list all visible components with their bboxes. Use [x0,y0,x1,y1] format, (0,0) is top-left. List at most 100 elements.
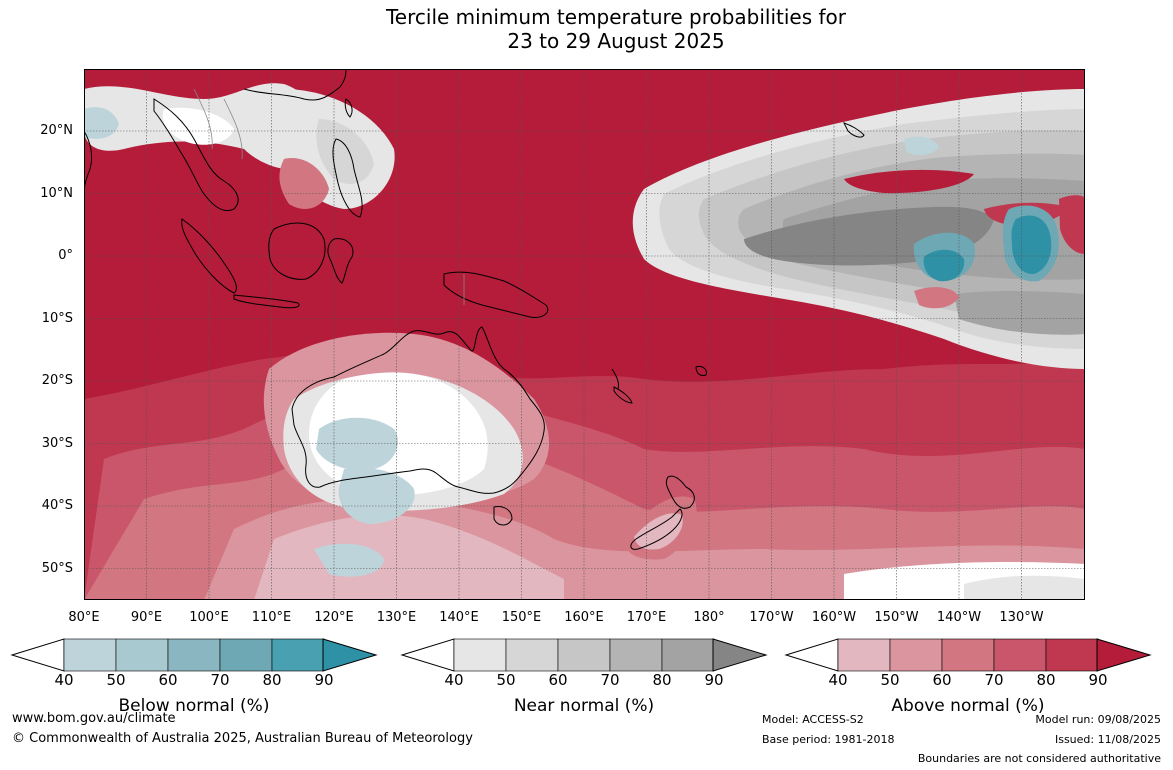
latitude-label: 20°N [40,123,73,138]
near-normal-label: Near normal (%) [513,696,655,716]
colorbar-near-normal [400,638,768,672]
above-40-south-region [254,515,564,600]
map-frame [84,69,1085,600]
china-coastline [243,69,347,101]
sumatra-coastline [181,218,237,294]
new-guinea-coastline [443,271,549,318]
colorbar-swatch [1045,638,1099,672]
new-caledonia-coastline [613,386,633,404]
colorbar-tick-label: 40 [54,671,74,689]
colorbar-swatch [609,638,663,672]
colorbar-tick-label: 80 [652,671,672,689]
map-title: Tercile minimum temperature probabilitie… [0,5,1173,53]
latitude-label: 10°N [40,185,73,201]
model-run-date: Model run: 09/08/2025 [1035,713,1161,726]
longitude-label: 100°E [189,610,229,625]
sulawesi-coastline [327,238,354,284]
colorbar-tick-label: 90 [314,671,334,689]
latitude-label: 50°S [41,560,73,576]
website-link[interactable]: www.bom.gov.au/climate [12,711,176,726]
colorbar-tick-label: 80 [1036,671,1056,689]
colorbar-swatch [271,638,325,672]
new-zealand-south-coastline [630,508,683,550]
colorbar-tick-label: 40 [828,671,848,689]
below-90-pacific-west [923,249,965,282]
copyright-text: © Commonwealth of Australia 2025, Austra… [12,731,473,746]
below-40-asia-west [84,107,119,139]
below-40-australia-west [316,417,398,471]
australia-coastline [291,326,545,494]
taiwan-coastline [344,98,353,118]
issued-date: Issued: 11/08/2025 [1054,733,1161,746]
longitude-label: 90°E [130,610,163,625]
fiji-coastline [695,366,707,376]
above-60-south-china-sea [279,158,329,209]
colorbar-below-normal [10,638,378,672]
colorbar-swatch [115,638,169,672]
colorbar-swatch [453,638,507,672]
colorbar-tick-label: 60 [158,671,178,689]
colorbar-swatch [941,638,995,672]
hawaii-coastline [843,122,865,138]
longitude-label: 80°E [68,610,100,625]
java-coastline [233,294,300,309]
colorbar-swatch [63,638,117,672]
colorbar-tick-label: 40 [444,671,464,689]
above-60-pacific-lower [914,287,959,309]
latitude-label: 40°S [41,498,73,513]
above-90-pacific-streak [844,169,974,194]
above-80-east-pacific [1059,195,1085,254]
colorbar-swatch [993,638,1047,672]
white-asia-region [162,107,234,145]
below-40-australia-south [338,467,415,524]
title-line-2: 23 to 29 August 2025 [507,29,725,53]
near-50-philippines-region [316,119,374,184]
colorbar-tick-label: 70 [600,671,620,689]
title-line-1: Tercile minimum temperature probabilitie… [385,5,847,29]
new-zealand-north-coastline [665,475,695,509]
colorbar-tick-label: 70 [984,671,1004,689]
near-80-east-pacific-lower [954,290,1085,335]
borneo-coastline [268,222,326,280]
philippines-coastline [332,138,363,218]
colorbar-tick-label: 50 [106,671,126,689]
near-40-southern-patch [964,575,1085,600]
colorbar-swatch [837,638,891,672]
colorbar-above-normal [784,638,1152,672]
colorbar-tick-label: 50 [880,671,900,689]
probability-map [84,69,1085,600]
colorbar-tick-label: 50 [496,671,516,689]
latitude-label: 0° [58,248,73,263]
colorbar-tick-label: 80 [262,671,282,689]
colorbar-tick-label: 60 [548,671,568,689]
indochina-coastline [153,98,239,211]
longitude-label: 170°W [749,610,794,625]
below-normal-label: Below normal (%) [118,696,270,716]
longitude-label: 150°W [874,610,919,625]
longitude-label: 110°E [251,610,292,625]
latitude-label: 20°S [41,373,73,388]
longitude-label: 120°E [314,610,354,625]
longitude-label: 140°W [936,610,982,625]
colorbar-tick-label: 90 [704,671,724,689]
latitude-label: 30°S [41,435,73,451]
colorbar-tick-label: 90 [1088,671,1108,689]
longitude-label: 140°E [439,610,479,625]
colorbar-swatch [167,638,221,672]
longitude-label: 160°W [811,610,857,625]
colorbar-tick-label: 70 [210,671,230,689]
colorbar-swatch [505,638,559,672]
longitude-label: 180° [693,610,725,625]
longitude-label: 160°E [564,610,604,625]
boundaries-disclaimer: Boundaries are not considered authoritat… [917,752,1161,765]
below-40-pacific-small [904,136,939,156]
above-40-new-zealand [634,513,683,550]
colorbar-swatch [219,638,273,672]
below-90-pacific-east [1011,215,1052,275]
vanuatu-coastline [611,368,619,390]
longitude-label: 170°E [626,610,667,625]
colorbar-tick-label: 60 [932,671,952,689]
latitude-label: 10°S [41,310,73,326]
longitude-label: 130°E [376,610,417,625]
border-southeast-asia [193,88,243,160]
